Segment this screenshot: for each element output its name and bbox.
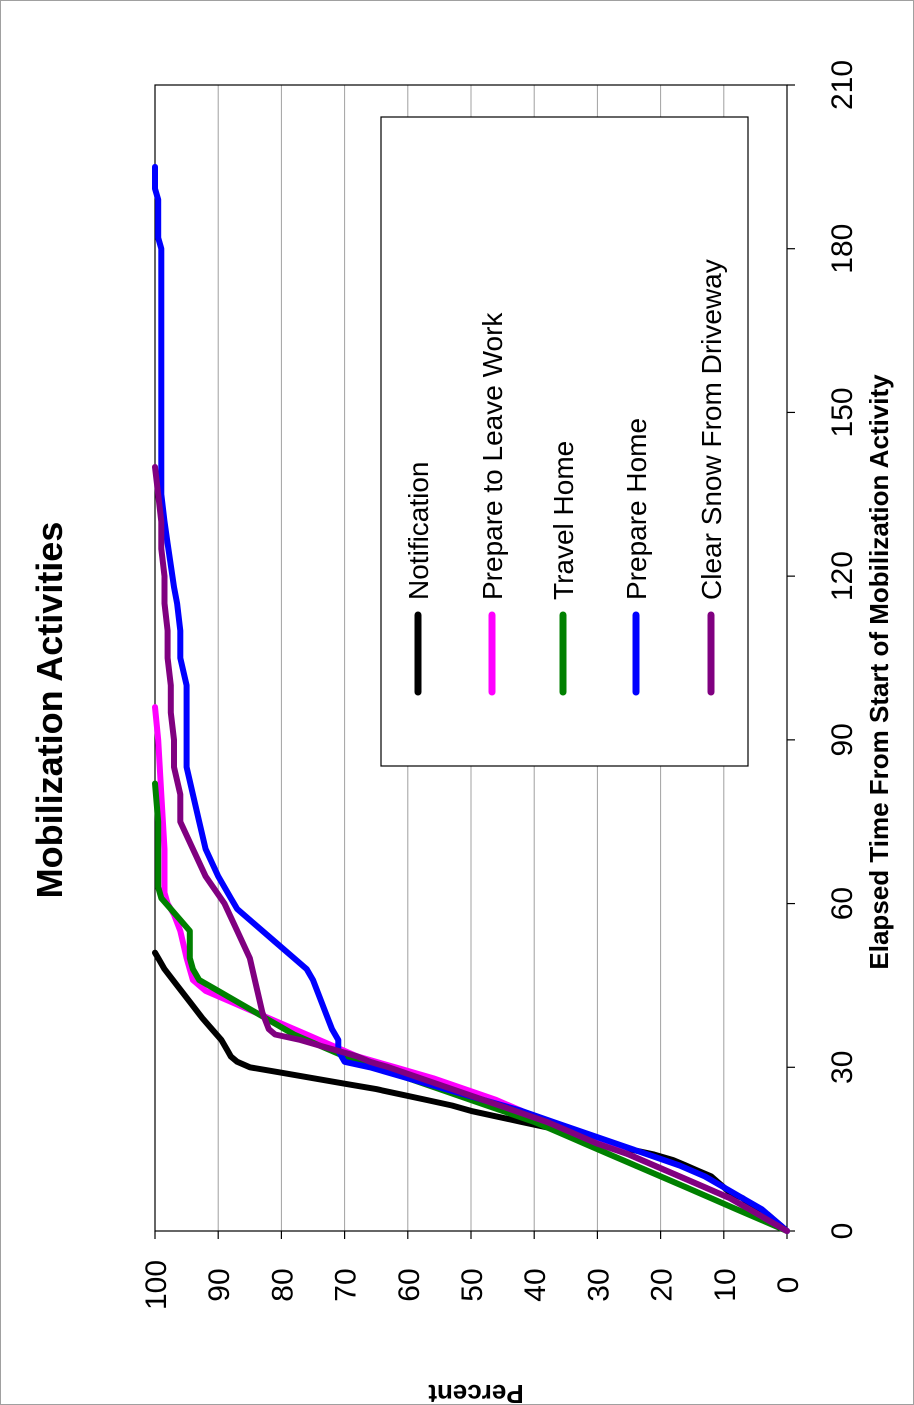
- legend-label: Prepare Home: [621, 418, 652, 600]
- y-tick-label: 20: [646, 1268, 679, 1301]
- legend-label: Prepare to Leave Work: [477, 312, 508, 600]
- series-line-prepare-home: [152, 163, 790, 1234]
- y-tick-label: 30: [582, 1268, 615, 1301]
- legend-label: Clear Snow From Driveway: [696, 259, 727, 600]
- y-tick-label: 90: [203, 1268, 236, 1301]
- y-tick-label: 70: [330, 1268, 363, 1301]
- legend-label: Travel Home: [548, 441, 579, 600]
- y-axis-title: Percent: [428, 1379, 524, 1405]
- x-tick-labels: 0 30 60 90 120 150 180 210: [826, 60, 859, 1239]
- y-tick-label: 0: [772, 1277, 805, 1294]
- x-tick-label: 210: [826, 60, 859, 110]
- x-tick-label: 180: [826, 224, 859, 274]
- x-tick-label: 150: [826, 387, 859, 437]
- y-tick-label: 100: [140, 1260, 173, 1310]
- y-tick-label: 80: [266, 1268, 299, 1301]
- y-tick-label: 60: [393, 1268, 426, 1301]
- y-tick-labels: 0 10 20 30 40 50 60 70 80 90 100: [140, 1260, 805, 1310]
- x-tick-label: 90: [826, 723, 859, 756]
- chart-title: Mobilization Activities: [29, 522, 70, 899]
- series-line-clear-snow-from-driveway: [152, 464, 790, 1234]
- y-tick-label: 50: [456, 1268, 489, 1301]
- x-tick-label: 120: [826, 551, 859, 601]
- legend: Notification Prepare to Leave Work Travel …: [380, 116, 749, 767]
- x-axis-title: Elapsed Time From Start of Mobilization …: [864, 374, 894, 970]
- legend-label: Notification: [403, 461, 434, 600]
- series-lines: [152, 163, 790, 1234]
- x-tick-label: 30: [826, 1051, 859, 1084]
- y-tick-label: 10: [709, 1268, 742, 1301]
- x-tick-label: 0: [826, 1223, 859, 1240]
- y-tick-label: 40: [519, 1268, 552, 1301]
- x-tick-label: 60: [826, 887, 859, 920]
